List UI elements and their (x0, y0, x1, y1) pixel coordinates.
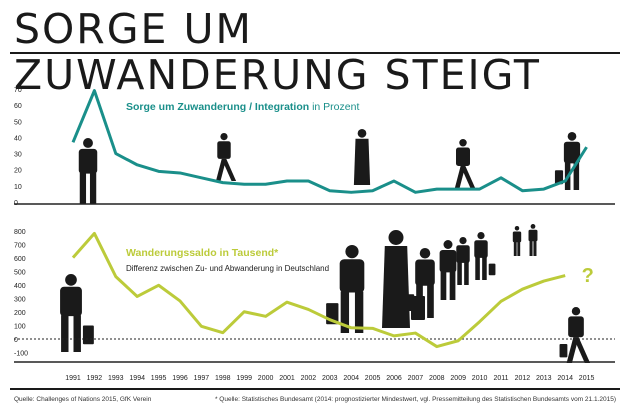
walking-person-icon (559, 307, 591, 363)
x-tick-label: 2005 (365, 375, 381, 382)
person-with-suitcase-icon (474, 232, 496, 280)
x-tick-label: 2014 (557, 375, 573, 382)
x-tick-label: 2001 (279, 375, 295, 382)
small-person-icon (528, 224, 538, 256)
x-tick-label: 2003 (322, 375, 338, 382)
y-tick-label: 40 (14, 135, 22, 142)
forecast-question-mark: ? (582, 265, 594, 287)
woman-silhouette-icon (353, 129, 371, 185)
x-tick-label: 1993 (108, 375, 124, 382)
y-tick-label: 20 (14, 168, 22, 175)
x-tick-label: 2012 (515, 375, 531, 382)
migration-series-line (71, 231, 566, 349)
y-tick-label: 60 (14, 103, 22, 110)
concern-chart-title: Sorge um Zuwanderung / Integration in Pr… (126, 101, 359, 113)
y-tick-label: 0 (14, 337, 18, 344)
y-tick-label: 700 (14, 243, 26, 250)
x-tick-label: 2002 (301, 375, 317, 382)
bottom-rule (10, 388, 620, 390)
x-tick-label: 2011 (493, 375, 508, 382)
footer-source-left: Quelle: Challenges of Nations 2015, GfK … (14, 396, 152, 403)
x-tick-label: 2010 (472, 375, 488, 382)
y-tick-label: 300 (14, 297, 26, 304)
x-tick-label: 1997 (194, 375, 210, 382)
person-silhouette-icon (439, 240, 457, 300)
x-tick-label: 2008 (429, 375, 445, 382)
y-tick-label: -100 (14, 351, 28, 358)
y-tick-label: 50 (14, 119, 22, 126)
x-tick-label: 1996 (172, 375, 188, 382)
person-silhouette-icon (456, 237, 470, 285)
x-tick-label: 1991 (65, 375, 81, 382)
migration-chart-title: Wanderungssaldo in Tausend* (126, 247, 279, 259)
x-tick-label: 2007 (408, 375, 424, 382)
x-tick-label: 2006 (386, 375, 402, 382)
small-person-icon (512, 226, 522, 256)
y-tick-label: 800 (14, 229, 26, 236)
person-with-suitcase-icon (404, 248, 435, 318)
x-tick-label: 1994 (129, 375, 145, 382)
concern-title-unit: in Prozent (309, 101, 359, 113)
y-tick-label: 0 (14, 200, 18, 207)
concern-title-main: Sorge um Zuwanderung / Integration (126, 101, 309, 113)
walking-person-icon (454, 139, 476, 189)
person-silhouette-icon (78, 138, 98, 204)
x-tick-label: 1999 (236, 375, 252, 382)
y-tick-label: 30 (14, 152, 22, 159)
y-tick-label: 600 (14, 256, 26, 263)
y-tick-label: 200 (14, 310, 26, 317)
x-tick-label: 2015 (579, 375, 595, 382)
y-tick-label: 100 (14, 324, 26, 331)
x-tick-label: 1992 (87, 375, 103, 382)
walking-person-icon (215, 133, 237, 181)
y-tick-label: 500 (14, 270, 26, 277)
x-tick-label: 2004 (343, 375, 359, 382)
x-tick-label: 2000 (258, 375, 274, 382)
x-tick-label: 1995 (151, 375, 167, 382)
page-title: SORGE UM ZUWANDERUNG STEIGT (14, 5, 541, 99)
x-tick-label: 2009 (450, 375, 466, 382)
x-tick-label: 1998 (215, 375, 231, 382)
migration-chart-subtitle: Differenz zwischen Zu- und Abwanderung i… (126, 264, 329, 273)
y-tick-label: 10 (14, 184, 22, 191)
y-tick-label: 400 (14, 283, 26, 290)
man-with-suitcase-icon (60, 274, 94, 352)
title-underline (10, 52, 620, 54)
x-tick-label: 2013 (536, 375, 552, 382)
y-tick-label: 70 (14, 87, 22, 94)
footer-source-right: * Quelle: Statistisches Bundesamt (2014:… (214, 396, 616, 403)
